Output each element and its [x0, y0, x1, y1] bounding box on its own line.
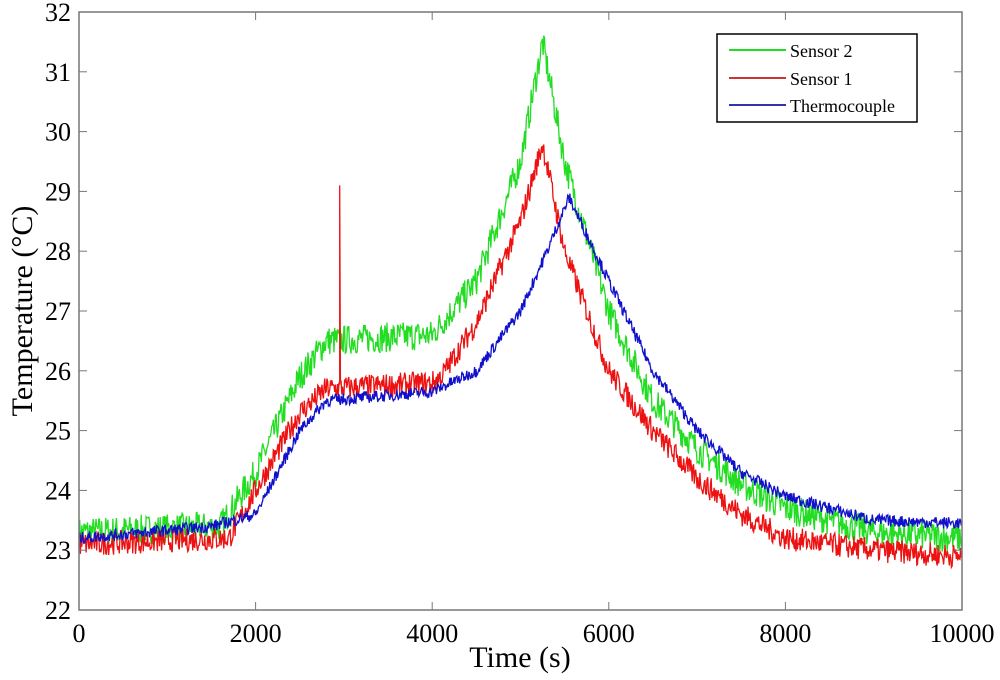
- x-tick-label: 8000: [759, 619, 811, 648]
- x-tick-label: 4000: [406, 619, 458, 648]
- y-tick-label: 32: [45, 0, 71, 27]
- x-tick-label: 0: [73, 619, 86, 648]
- y-tick-label: 27: [45, 297, 71, 326]
- y-tick-label: 23: [45, 536, 71, 565]
- y-tick-label: 24: [45, 476, 71, 505]
- series-line-sensor-2: [78, 35, 963, 552]
- series-layer: [78, 35, 963, 570]
- x-tick-label: 10000: [930, 619, 995, 648]
- legend-label-thermocouple: Thermocouple: [790, 96, 895, 116]
- y-tick-label: 25: [45, 417, 71, 446]
- y-tick-label: 28: [45, 237, 71, 266]
- y-axis-label: Temperature (°C): [6, 206, 39, 417]
- x-axis-label: Time (s): [469, 641, 570, 674]
- x-tick-label: 2000: [230, 619, 282, 648]
- y-tick-label: 26: [45, 357, 71, 386]
- y-tick-label: 30: [45, 118, 71, 147]
- y-tick-label: 29: [45, 177, 71, 206]
- y-tick-label: 22: [45, 596, 71, 625]
- y-tick-label: 31: [45, 58, 71, 87]
- x-tick-label: 6000: [583, 619, 635, 648]
- ticks: 0 2000 4000 6000 8000 10000 22 23 24 25 26 27 28 29 30…: [45, 0, 995, 648]
- legend-box: [716, 33, 918, 123]
- series-line-thermocouple: [78, 193, 963, 545]
- legend-label-sensor-2: Sensor 2: [790, 41, 853, 61]
- series-line-sensor-1: [78, 144, 963, 570]
- legend: Sensor 2 Sensor 1 Thermocouple: [716, 33, 918, 123]
- legend-label-sensor-1: Sensor 1: [790, 69, 853, 89]
